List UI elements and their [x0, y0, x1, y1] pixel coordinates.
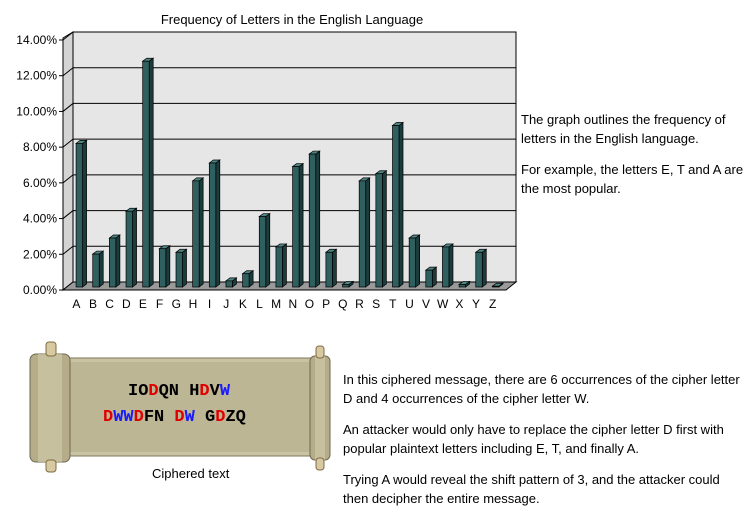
bar-u	[408, 234, 421, 288]
bar-d	[124, 207, 138, 288]
gridline	[62, 31, 74, 41]
cipher-line-1: IODQN HDVW	[128, 382, 230, 401]
xtick-label: N	[288, 297, 297, 311]
chart-description: The graph outlines the frequency of lett…	[521, 110, 746, 210]
bar-q	[341, 280, 355, 288]
cipher-segment: WW	[113, 408, 134, 427]
bar-c	[108, 234, 121, 288]
xtick-label: D	[122, 297, 131, 311]
bar-j	[224, 277, 238, 288]
bar-y	[474, 248, 488, 288]
message-description-paragraph: An attacker would only have to replace t…	[343, 422, 724, 456]
xtick-label: M	[271, 297, 281, 311]
bar-o	[308, 150, 321, 288]
bar-r	[358, 177, 371, 288]
cipher-segment: W	[219, 382, 231, 401]
bar-k	[241, 270, 255, 288]
cipher-segment: G	[194, 408, 216, 427]
cipher-caption: Ciphered text	[152, 466, 230, 481]
cipher-segment: V	[209, 382, 220, 401]
message-description-paragraph: Trying A would reveal the shift pattern …	[343, 472, 720, 506]
xtick-label: K	[239, 297, 247, 311]
bar-a	[75, 139, 88, 288]
xtick-label: W	[437, 297, 449, 311]
gridline	[62, 138, 74, 148]
cipher-segment: D	[148, 382, 159, 401]
xtick-label: A	[72, 297, 80, 311]
bar-b	[91, 250, 105, 288]
cipher-segment: D	[199, 382, 210, 401]
gridline	[62, 174, 74, 184]
ytick-label: 10.00%	[16, 104, 57, 118]
xtick-label: Q	[338, 297, 347, 311]
ytick-label: 8.00%	[23, 140, 57, 154]
bar-v	[424, 266, 438, 288]
bar-e	[141, 57, 155, 288]
xtick-label: P	[322, 297, 330, 311]
bar-n	[291, 162, 305, 288]
xtick-label: F	[156, 297, 163, 311]
bar-p	[324, 248, 338, 288]
xtick-label: O	[305, 297, 314, 311]
xtick-label: J	[223, 297, 229, 311]
bar-x	[458, 280, 471, 288]
cipher-segment: W	[184, 408, 195, 427]
ytick-label: 2.00%	[23, 247, 57, 261]
bar-f	[158, 245, 171, 288]
gridline	[62, 245, 74, 255]
parchment-scroll: IODQN HDVW DWWDFN DW GDZQ	[20, 338, 336, 474]
bar-z	[491, 282, 504, 288]
ytick-label: 6.00%	[23, 176, 57, 190]
chart-title: Frequency of Letters in the English Lang…	[161, 12, 423, 27]
bar-s	[374, 170, 388, 288]
xtick-label: L	[256, 297, 263, 311]
xtick-label: Y	[472, 297, 480, 311]
xtick-label: C	[105, 297, 114, 311]
xtick-label: R	[355, 297, 364, 311]
ytick-label: 12.00%	[16, 69, 57, 83]
ytick-label: 0.00%	[23, 283, 57, 297]
cipher-segment: IO	[128, 382, 149, 401]
bar-l	[258, 212, 271, 288]
gridline	[62, 210, 74, 219]
cipher-segment: D	[103, 408, 114, 427]
cipher-segment: D	[174, 408, 185, 427]
chart-left-wall	[62, 31, 74, 292]
bar-h	[191, 177, 205, 288]
bar-t	[391, 121, 405, 288]
bar-w	[441, 243, 455, 288]
xtick-label: T	[389, 297, 397, 311]
xtick-label: I	[208, 297, 211, 311]
chart-description-paragraph: For example, the letters E, T and A are …	[521, 162, 744, 196]
xtick-label: S	[372, 297, 380, 311]
cipher-line-2: DWWDFN DW GDZQ	[103, 408, 246, 427]
message-description: In this ciphered message, there are 6 oc…	[343, 370, 743, 520]
xtick-label: H	[189, 297, 198, 311]
cipher-segment: ZQ	[225, 408, 246, 427]
ytick-label: 4.00%	[23, 212, 57, 226]
xtick-label: U	[405, 297, 414, 311]
letter-frequency-chart: 0.00% 2.00% 4.00% 6.00% 8.00% 10.00% 12.00% 14.…	[16, 12, 518, 311]
cipher-segment: FN	[143, 408, 175, 427]
cipher-segment: QN H	[158, 382, 200, 401]
ytick-label: 14.00%	[16, 33, 57, 47]
xtick-label: V	[422, 297, 430, 311]
bar-m	[274, 243, 288, 288]
xtick-label: X	[455, 297, 463, 311]
gridline	[62, 103, 74, 112]
xtick-label: G	[172, 297, 181, 311]
xtick-label: B	[89, 297, 97, 311]
chart-description-paragraph: The graph outlines the frequency of lett…	[521, 112, 726, 146]
scroll-image	[29, 341, 331, 473]
gridline	[62, 67, 74, 77]
xtick-label: Z	[489, 297, 496, 311]
bar-i	[208, 159, 221, 288]
cipher-segment: D	[133, 408, 144, 427]
message-description-paragraph: In this ciphered message, there are 6 oc…	[343, 372, 740, 406]
cipher-segment: D	[215, 408, 226, 427]
bar-g	[174, 248, 188, 288]
xtick-label: E	[139, 297, 147, 311]
